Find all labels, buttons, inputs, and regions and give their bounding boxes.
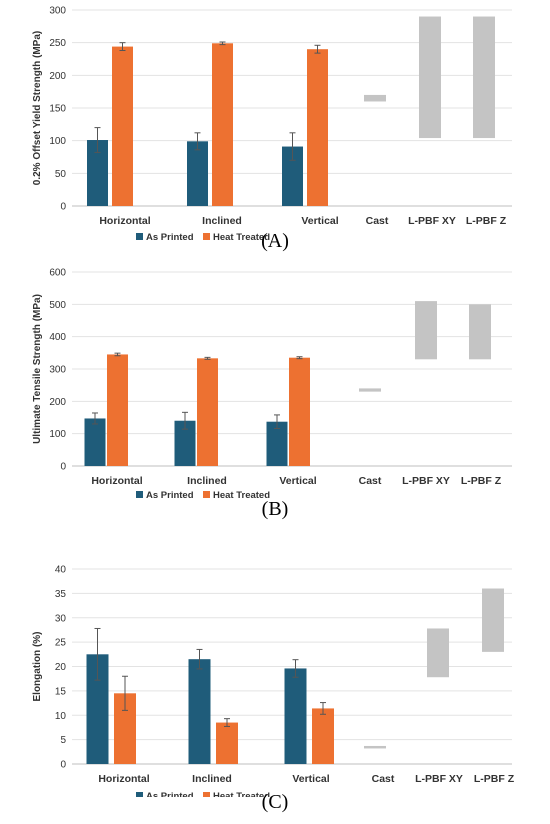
- y-tick-label: 40: [55, 565, 67, 576]
- panel-label-a: (A): [261, 230, 289, 252]
- y-tick-label: 5: [60, 735, 66, 746]
- chart-panel-a: 0 50 100 150 200 250 300 0.2% Offset Yield Stre…: [0, 0, 550, 262]
- bar: [289, 357, 310, 466]
- legend-swatch: [203, 233, 210, 240]
- category-label: Cast: [366, 215, 389, 227]
- bar: [216, 722, 238, 764]
- legend-label: Heat Treated: [213, 490, 270, 501]
- elongation-chart: 0 5 10 15 20 25 30 35 40 Elongation (%) Horizontal…: [32, 565, 515, 797]
- y-tick-label: 30: [55, 613, 67, 624]
- yield-strength-chart: 0 50 100 150 200 250 300 0.2% Offset Yield Stre…: [32, 6, 512, 240]
- y-tick-label: 15: [55, 686, 67, 697]
- chart-panel-b: 0 100 200 300 400 500 600 Ultimate Tensile Stre…: [0, 262, 550, 530]
- bar: [174, 420, 196, 466]
- legend-swatch: [136, 233, 143, 240]
- bar: [282, 146, 303, 206]
- y-tick-label: 100: [49, 136, 66, 147]
- category-label: Inclined: [187, 475, 227, 487]
- legend-label: As Printed: [146, 232, 194, 240]
- legend-label: Heat Treated: [213, 791, 270, 797]
- panel-label-c: (C): [261, 791, 289, 813]
- category-label: Horizontal: [98, 773, 149, 785]
- y-axis-label: 0.2% Offset Yield Strength (MPa): [32, 31, 43, 185]
- bar: [114, 693, 136, 764]
- y-axis-label: Elongation (%): [32, 632, 43, 702]
- category-label: Cast: [372, 773, 395, 785]
- range-bar: [364, 94, 386, 102]
- bar: [187, 141, 208, 206]
- legend-label: As Printed: [146, 490, 194, 501]
- category-label: Inclined: [192, 773, 232, 785]
- bar: [212, 43, 233, 206]
- y-tick-label: 150: [49, 104, 66, 115]
- y-tick-label: 35: [55, 589, 67, 600]
- category-label: Horizontal: [99, 215, 150, 227]
- category-label: Cast: [359, 475, 382, 487]
- y-tick-label: 50: [55, 169, 67, 180]
- y-tick-label: 200: [49, 71, 66, 82]
- category-label: Vertical: [279, 475, 316, 487]
- y-axis-label: Ultimate Tensile Strength (MPa): [32, 294, 43, 444]
- chart-panel-c: 0 5 10 15 20 25 30 35 40 Elongation (%) Horizontal…: [0, 555, 550, 824]
- legend-swatch: [203, 491, 210, 498]
- bar: [307, 49, 328, 207]
- y-tick-label: 200: [49, 397, 66, 408]
- y-tick-label: 300: [49, 365, 66, 376]
- bar: [112, 46, 133, 206]
- range-bar: [359, 388, 381, 392]
- range-bar: [482, 588, 504, 652]
- category-label: L-PBF XY: [408, 215, 456, 227]
- bar: [87, 140, 108, 206]
- y-tick-label: 600: [49, 268, 66, 279]
- y-tick-label: 0: [60, 202, 66, 213]
- y-tick-label: 400: [49, 332, 66, 343]
- y-tick-label: 250: [49, 38, 66, 49]
- category-label: L-PBF Z: [466, 215, 507, 227]
- bar: [197, 358, 218, 466]
- category-label: L-PBF XY: [402, 475, 450, 487]
- category-label: Horizontal: [91, 475, 142, 487]
- legend-swatch: [136, 491, 143, 498]
- range-bar: [473, 16, 495, 139]
- bar: [84, 418, 106, 466]
- y-tick-label: 25: [55, 638, 67, 649]
- legend-swatch: [136, 792, 143, 797]
- bar: [188, 659, 211, 764]
- category-label: L-PBF Z: [474, 773, 515, 785]
- bar: [284, 668, 307, 764]
- y-tick-label: 10: [55, 711, 67, 722]
- range-bar: [427, 628, 449, 678]
- category-label: Inclined: [202, 215, 242, 227]
- range-bar: [419, 16, 441, 139]
- y-tick-label: 300: [49, 6, 66, 17]
- category-label: L-PBF Z: [461, 475, 502, 487]
- range-bar: [364, 745, 386, 749]
- legend-label: As Printed: [146, 791, 194, 797]
- category-label: Vertical: [301, 215, 338, 227]
- legend-label: Heat Treated: [213, 232, 270, 240]
- bar: [86, 654, 109, 764]
- y-tick-label: 100: [49, 429, 66, 440]
- y-tick-label: 0: [60, 760, 66, 771]
- panel-label-b: (B): [261, 498, 289, 520]
- bar: [107, 354, 128, 466]
- category-label: L-PBF XY: [415, 773, 463, 785]
- legend-swatch: [203, 792, 210, 797]
- range-bar: [415, 301, 437, 360]
- tensile-strength-chart: 0 100 200 300 400 500 600 Ultimate Tensile Stre…: [32, 268, 512, 501]
- y-tick-label: 20: [55, 662, 67, 673]
- bar: [266, 421, 288, 466]
- range-bar: [469, 304, 491, 360]
- bar: [312, 708, 334, 764]
- y-tick-label: 0: [60, 462, 66, 473]
- y-tick-label: 500: [49, 300, 66, 311]
- category-label: Vertical: [292, 773, 329, 785]
